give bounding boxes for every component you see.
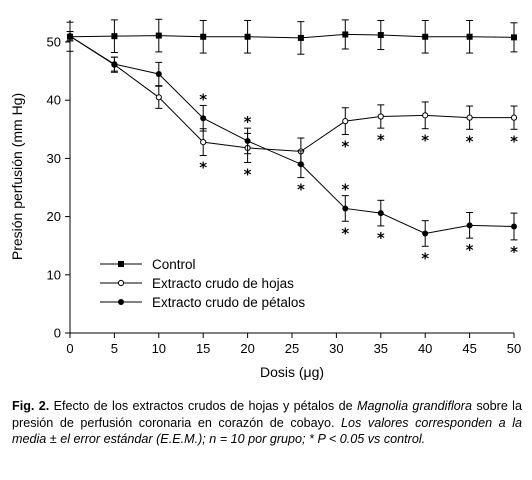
series-2-point	[342, 205, 349, 212]
series-2-significance-star: *	[297, 181, 305, 199]
caption-text-1: Efecto de los extractos crudos de hojas …	[49, 399, 357, 413]
series-0-point	[155, 32, 162, 39]
x-tick-label: 25	[285, 341, 299, 356]
series-2-point	[155, 71, 162, 78]
x-axis-title: Dosis (μg)	[260, 364, 324, 380]
series-1-point	[377, 113, 384, 120]
x-tick-label: 15	[196, 341, 210, 356]
series-2-point	[244, 137, 251, 144]
series-1-significance-star: *	[341, 138, 349, 156]
series-0-point	[466, 33, 473, 40]
series-2-point	[377, 210, 384, 217]
series-0-point	[244, 33, 251, 40]
series-2-significance-star: *	[341, 181, 349, 199]
caption-species: Magnolia grandiflora	[356, 399, 472, 413]
series-1-significance-star: *	[421, 132, 429, 150]
series-1-point	[422, 112, 429, 119]
x-tick-label: 0	[66, 341, 73, 356]
series-1-significance-star: *	[510, 132, 518, 150]
y-axis-title: Presión perfusión (mm Hg)	[9, 93, 25, 260]
series-2-point	[422, 230, 429, 237]
caption-text-3: Los valores corresponden a la media ± el…	[12, 415, 523, 447]
legend-label: Extracto crudo de pétalos	[152, 295, 305, 310]
series-1-significance-star: *	[377, 131, 385, 149]
y-tick-label: 10	[47, 267, 61, 282]
series-2-point	[67, 33, 73, 40]
legend-marker	[118, 261, 124, 267]
series-1-point	[510, 114, 518, 121]
series-1-point	[342, 118, 349, 125]
y-tick-label: 50	[47, 35, 61, 50]
series-2-significance-star: *	[466, 241, 474, 259]
legend-label: Extracto crudo de hojas	[152, 276, 294, 291]
x-tick-label: 50	[507, 341, 521, 356]
series-0-point	[511, 34, 517, 41]
y-tick-label: 30	[47, 151, 61, 166]
series-0-point	[297, 34, 304, 41]
legend-marker	[117, 279, 125, 287]
series-2-point	[200, 115, 207, 122]
series-1-significance-star: *	[466, 132, 474, 150]
y-tick-label: 40	[47, 93, 61, 108]
series-0-point	[342, 31, 349, 38]
series-1-point	[466, 114, 473, 121]
series-2-point	[466, 222, 473, 229]
caption-fig-label: Fig. 2.	[12, 399, 50, 413]
x-tick-label: 5	[111, 341, 118, 356]
series-1-point	[200, 139, 207, 146]
series-2-significance-star: *	[199, 90, 207, 108]
series-2-significance-star: *	[421, 249, 429, 267]
y-tick-label: 20	[47, 209, 61, 224]
x-tick-label: 10	[152, 341, 166, 356]
x-tick-label: 20	[240, 341, 254, 356]
series-1-point	[155, 94, 162, 101]
series-2-significance-star: *	[341, 224, 349, 242]
figure-caption: Fig. 2. Efecto de los extractos crudos d…	[12, 398, 522, 448]
series-0-point	[111, 33, 118, 40]
series-0-line	[69, 33, 515, 39]
series-1-line	[69, 35, 514, 152]
y-tick-label: 0	[54, 326, 61, 341]
legend-label: Control	[152, 257, 196, 272]
series-2-significance-star: *	[377, 229, 385, 247]
series-2-significance-star: *	[244, 113, 252, 131]
series-2-point	[297, 161, 304, 168]
chart: 0 5 10 15 20 25 30 35 40 45 50 0 10 20 30 40 50 Dosis (μg…	[9, 18, 521, 380]
series-2-point	[511, 223, 517, 230]
caption-text-2: sobre la presión de perfusión coronaria …	[12, 399, 522, 430]
series-0-point	[422, 33, 429, 40]
series-0-point	[200, 33, 207, 40]
legend-marker	[118, 299, 124, 305]
x-tick-label: 35	[374, 341, 388, 356]
x-tick-label: 30	[329, 341, 343, 356]
series-1-significance-star: *	[199, 158, 207, 176]
series-1-significance-star: *	[244, 165, 252, 183]
figure: 0 5 10 15 20 25 30 35 40 45 50 0 10 20 30 40 50 Dosis (μg…	[9, 18, 521, 380]
series-0-point	[377, 32, 384, 39]
x-tick-label: 40	[418, 341, 432, 356]
series-2-line	[69, 35, 515, 234]
series-2-significance-star: *	[510, 243, 518, 261]
series-2-point	[111, 61, 118, 68]
x-tick-label: 45	[462, 341, 476, 356]
